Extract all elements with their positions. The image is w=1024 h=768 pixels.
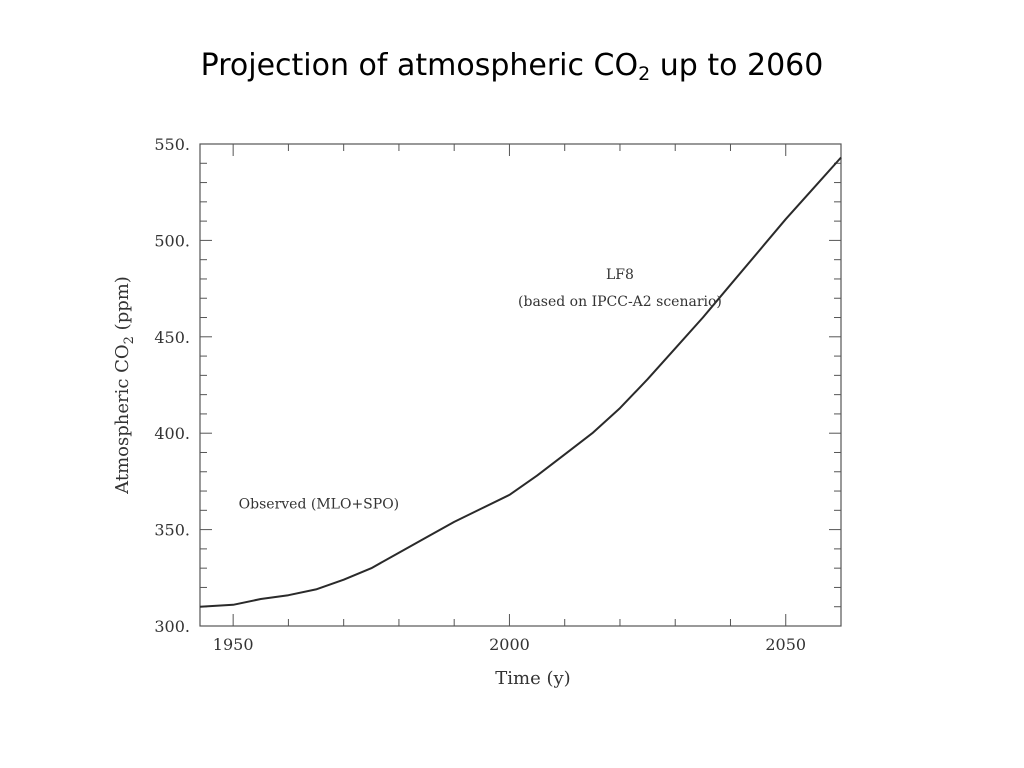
- x-tick-label: 2050: [765, 635, 806, 654]
- annotation-label: LF8: [606, 267, 634, 283]
- y-axis-title-subscript: 2: [122, 336, 137, 344]
- y-tick-label: 350.: [154, 521, 190, 540]
- slide-title-end: up to 2060: [650, 48, 824, 83]
- x-ticks: [232, 144, 842, 626]
- y-axis-title-main: Atmospheric CO: [112, 344, 133, 495]
- series-group: [199, 156, 842, 608]
- annotations: Observed (MLO+SPO) LF8 (based on IPCC-A2 s…: [239, 267, 722, 512]
- y-ticks: [200, 143, 841, 627]
- y-tick-labels: 300. 350. 400. 450. 500. 550.: [154, 135, 190, 636]
- y-axis-title: Atmospheric CO2 (ppm): [112, 276, 137, 495]
- x-tick-labels: 1950 2000 2050: [213, 635, 806, 654]
- annotation-label: (based on IPCC-A2 scenario): [518, 294, 722, 310]
- slide-title: Projection of atmospheric CO2 up to 2060: [0, 48, 1024, 85]
- y-tick-label: 300.: [154, 617, 190, 636]
- y-axis-title-end: (ppm): [112, 276, 133, 336]
- y-tick-label: 400.: [154, 424, 190, 443]
- slide-title-subscript: 2: [638, 63, 651, 85]
- y-tick-label: 450.: [154, 328, 190, 347]
- series-line: [199, 156, 842, 608]
- x-axis-title: Time (y): [495, 668, 570, 689]
- annotation-label: Observed (MLO+SPO): [239, 496, 399, 512]
- y-tick-label: 550.: [154, 135, 190, 154]
- x-tick-label: 1950: [213, 635, 254, 654]
- plot-frame: [199, 143, 842, 627]
- y-tick-label: 500.: [154, 231, 190, 250]
- x-tick-label: 2000: [489, 635, 530, 654]
- slide-title-main: Projection of atmospheric CO: [200, 48, 639, 83]
